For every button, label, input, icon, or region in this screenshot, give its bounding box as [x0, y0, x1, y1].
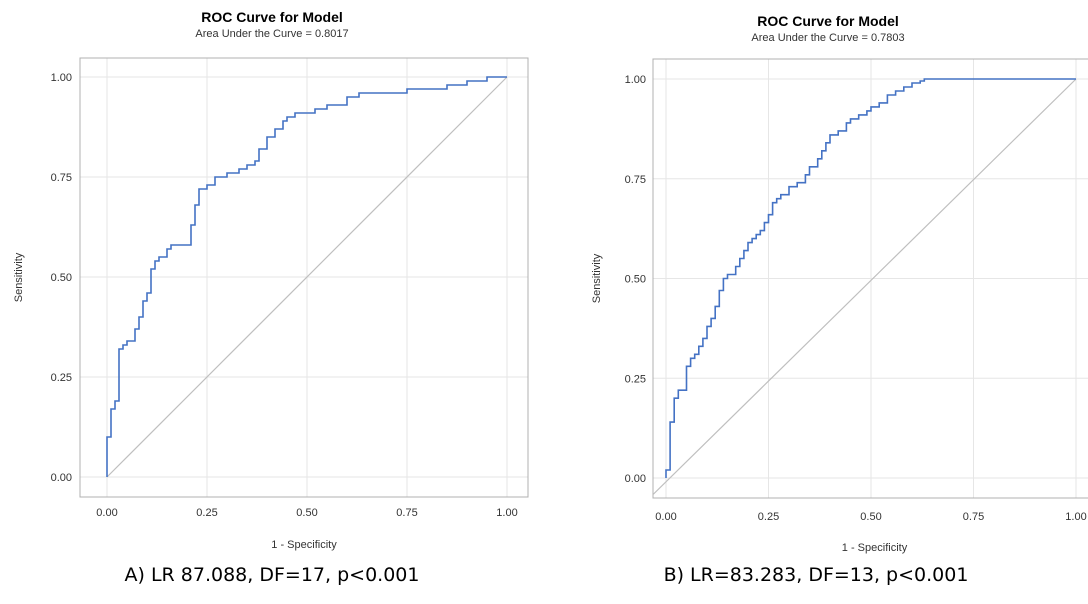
chart-b-caption: B) LR=83.283, DF=13, p<0.001 — [663, 564, 969, 586]
y-tick-label: 1.00 — [51, 72, 72, 84]
x-axis-label: 1 - Specificity — [271, 539, 337, 551]
reference-diagonal-line — [653, 78, 1077, 496]
roc-chart-a: ROC Curve for Model Area Under the Curve … — [13, 9, 529, 586]
plot-frame — [79, 57, 529, 498]
y-tick-label: 0.50 — [51, 272, 72, 284]
x-tick-label: 0.50 — [296, 507, 317, 519]
x-tick-label: 0.75 — [396, 507, 417, 519]
y-tick-label: 0.00 — [51, 472, 72, 484]
x-tick-label: 0.00 — [96, 507, 117, 519]
y-axis-label: Sensitivity — [13, 252, 25, 302]
y-tick-label: 0.50 — [625, 274, 646, 286]
x-tick-label: 0.25 — [758, 511, 779, 523]
chart-title: ROC Curve for Model — [201, 9, 343, 25]
roc-chart-b-svg: ROC Curve for Model Area Under the Curve … — [591, 13, 1088, 554]
x-axis-label: 1 - Specificity — [842, 542, 908, 554]
reference-diagonal-line — [106, 76, 508, 478]
roc-chart-a-svg: ROC Curve for Model Area Under the Curve … — [13, 9, 529, 551]
x-tick-label: 0.50 — [860, 511, 881, 523]
roc-curve-line — [106, 76, 507, 477]
y-tick-label: 0.75 — [625, 174, 646, 186]
chart-subtitle: Area Under the Curve = 0.7803 — [751, 32, 904, 44]
roc-curve-line — [665, 78, 1076, 478]
x-tick-label: 0.25 — [196, 507, 217, 519]
x-tick-label: 1.00 — [496, 507, 517, 519]
chart-a-caption: A) LR 87.088, DF=17, p<0.001 — [124, 564, 420, 586]
x-tick-label: 0.00 — [655, 511, 676, 523]
chart-title: ROC Curve for Model — [757, 13, 899, 29]
y-axis-label: Sensitivity — [591, 253, 603, 303]
plot-frame — [652, 58, 1088, 499]
chart-subtitle: Area Under the Curve = 0.8017 — [195, 28, 348, 40]
y-tick-label: 0.75 — [51, 172, 72, 184]
roc-chart-b: ROC Curve for Model Area Under the Curve … — [544, 0, 1088, 604]
x-tick-label: 0.75 — [963, 511, 984, 523]
y-tick-label: 0.00 — [625, 473, 646, 485]
y-tick-label: 0.25 — [51, 372, 72, 384]
y-tick-label: 1.00 — [625, 74, 646, 86]
y-tick-label: 0.25 — [625, 373, 646, 385]
x-tick-label: 1.00 — [1065, 511, 1086, 523]
